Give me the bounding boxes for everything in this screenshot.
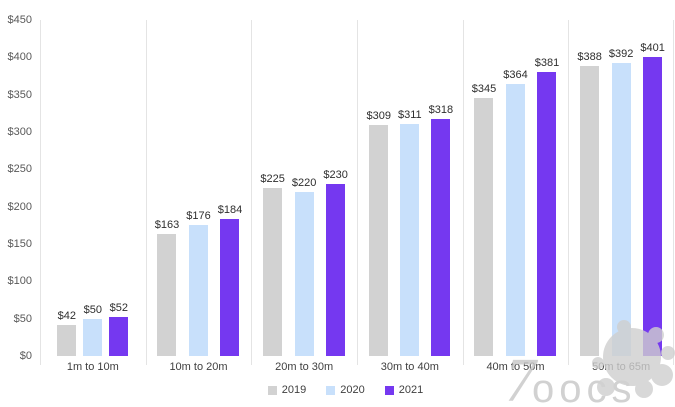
- bar-rect-2020: [505, 84, 525, 356]
- bar-value-label: $381: [534, 57, 560, 69]
- bar-2020: $220: [292, 177, 316, 356]
- bar-rect-2019: [580, 66, 600, 356]
- legend-swatch-icon: [326, 385, 336, 395]
- bar-rect-2020: [611, 63, 631, 356]
- bar-2021: $318: [429, 104, 453, 356]
- category-divider-line: [673, 20, 674, 365]
- bar-rect-2020: [83, 319, 103, 356]
- bar-value-label: $163: [154, 219, 180, 231]
- y-tick-label: $0: [19, 350, 32, 362]
- bar-2019: $163: [155, 219, 179, 356]
- bar-rect-2019: [57, 325, 77, 356]
- bar-2020: $50: [83, 304, 103, 356]
- legend-label: 2021: [398, 384, 424, 396]
- bar-rect-2020: [188, 225, 208, 356]
- y-tick-label: $450: [7, 14, 32, 26]
- y-tick-label: $50: [13, 312, 32, 325]
- bar-value-label: $230: [323, 169, 348, 181]
- bar-group: $309 $311 $318: [357, 20, 463, 356]
- bar-2021: $52: [109, 302, 129, 356]
- bar-2019: $42: [57, 310, 77, 356]
- bar-rect-2019: [157, 234, 177, 356]
- bar-rect-2019: [369, 125, 389, 356]
- bar-value-label: $309: [366, 110, 391, 122]
- bar-value-label: $401: [640, 42, 665, 54]
- bar-value-label: $42: [57, 310, 76, 322]
- bar-value-label: $220: [291, 177, 317, 189]
- y-tick-label: $250: [7, 163, 32, 176]
- bar-2019: $309: [367, 110, 391, 356]
- bar-rect-2021: [643, 57, 663, 356]
- bar-2021: $381: [535, 57, 559, 356]
- y-tick-label: $100: [7, 275, 32, 288]
- bar-group: $345 $364 $381: [463, 20, 569, 356]
- bar-rect-2021: [220, 219, 240, 356]
- bar-2021: $401: [640, 42, 665, 356]
- category-label: 20m to 30m: [275, 361, 334, 373]
- category-divider-line: [462, 20, 464, 365]
- bar-2020: $311: [398, 109, 422, 356]
- category-label: 50m to 65m: [592, 361, 651, 373]
- bar-rect-2020: [400, 124, 420, 356]
- bar-value-label: $176: [186, 210, 211, 222]
- legend-swatch-icon: [267, 385, 277, 395]
- legend-label: 2020: [340, 384, 365, 396]
- category-divider-line: [145, 20, 147, 365]
- bar-rect-2019: [474, 98, 494, 356]
- bar-value-label: $364: [503, 69, 528, 81]
- legend-item-2021: 2021: [384, 384, 424, 396]
- bar-rect-2021: [109, 317, 129, 356]
- category-divider-line: [568, 20, 570, 365]
- category-divider-line: [40, 20, 41, 365]
- bar-rect-2021: [326, 184, 346, 356]
- y-tick-label: $300: [7, 126, 32, 138]
- category-divider-line: [357, 20, 358, 365]
- legend-label: 2019: [281, 384, 307, 396]
- bar-value-label: $50: [83, 304, 102, 316]
- legend-item-2020: 2020: [326, 384, 365, 396]
- bar-value-label: $184: [217, 204, 243, 216]
- bar-value-label: $318: [428, 104, 454, 116]
- bar-group: $163 $176 $184: [146, 20, 252, 356]
- legend-item-2019: 2019: [267, 384, 307, 396]
- bar-value-label: $311: [398, 109, 422, 121]
- bar-group: $388 $392 $401: [568, 20, 674, 356]
- legend-swatch-icon: [384, 385, 394, 395]
- y-tick-label: $400: [7, 51, 32, 64]
- bar-value-label: $52: [109, 302, 128, 314]
- bar-2021: $230: [323, 169, 348, 356]
- category-divider-line: [251, 20, 253, 365]
- bar-value-label: $392: [608, 48, 634, 60]
- bar-rect-2019: [263, 188, 283, 356]
- bar-2020: $392: [609, 48, 633, 356]
- category-label: 30m to 40m: [380, 361, 439, 373]
- bar-2019: $388: [577, 51, 602, 356]
- category-label: 40m to 50m: [486, 361, 545, 373]
- bar-value-label: $345: [471, 83, 497, 95]
- bar-value-label: $225: [260, 173, 285, 185]
- bar-group: $225 $220 $230: [251, 20, 357, 356]
- y-tick-label: $350: [7, 88, 32, 101]
- category-label: 10m to 20m: [169, 361, 228, 373]
- y-tick-label: $150: [7, 238, 32, 250]
- y-tick-label: $200: [7, 200, 32, 213]
- bar-2019: $345: [472, 83, 496, 356]
- bar-2020: $364: [503, 69, 528, 356]
- category-label: 1m to 10m: [66, 361, 119, 373]
- bar-rect-2021: [537, 72, 557, 356]
- bar-2021: $184: [218, 204, 242, 356]
- legend: 2019 2020 2021: [8, 384, 675, 396]
- bar-rect-2020: [294, 192, 314, 356]
- bar-2019: $225: [260, 173, 285, 356]
- bar-rect-2021: [431, 119, 451, 356]
- bar-group: $42 $50 $52: [40, 20, 146, 356]
- bar-2020: $176: [186, 210, 211, 356]
- bar-value-label: $388: [577, 51, 602, 63]
